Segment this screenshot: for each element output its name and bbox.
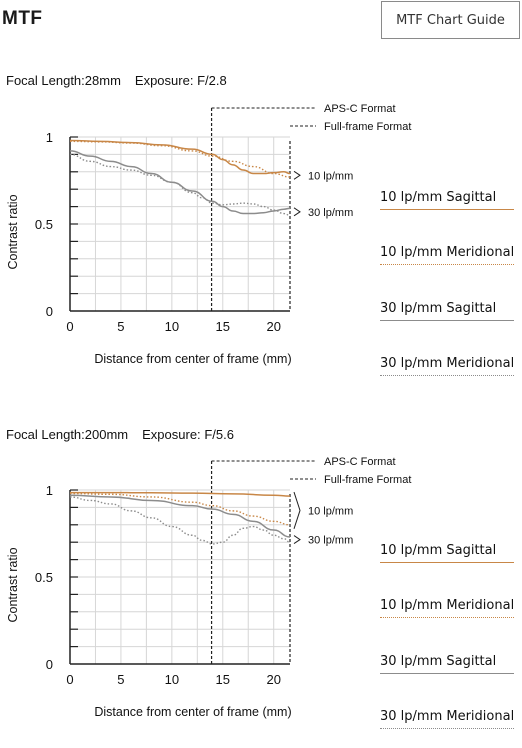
legend-item-30-meridional: 30 lp/mm Meridional: [380, 352, 514, 376]
legend-label: 30 lp/mm Meridional: [380, 709, 515, 724]
x-axis-label: Distance from center of frame (mm): [94, 352, 291, 366]
legend-item-10-sagittal: 10 lp/mm Sagittal: [380, 186, 514, 210]
full-frame-label: Full-frame Format: [324, 121, 411, 133]
focal-length-label: Focal Length:: [6, 73, 85, 88]
exposure-value: F/5.6: [204, 427, 234, 442]
chart-1-info: Focal Length:28mm Exposure: F/2.8: [6, 73, 227, 88]
bracket-10lpmm-label: 10 lp/mm: [308, 170, 353, 182]
legend-label: 30 lp/mm Sagittal: [380, 654, 497, 669]
exposure-label: Exposure:: [142, 427, 201, 442]
legend-item-10-meridional: 10 lp/mm Meridional: [380, 241, 514, 265]
y-tick-label: 1: [46, 483, 53, 498]
bracket-30lpmm-label: 30 lp/mm: [308, 535, 353, 547]
x-tick-label: 20: [266, 672, 280, 687]
bracket-30lpmm-bracket: [293, 207, 301, 217]
series-line-10-lp-mm-meridional: [69, 492, 291, 526]
series-line-10-lp-mm-sagittal: [69, 139, 291, 175]
legend-item-10-sagittal: 10 lp/mm Sagittal: [380, 539, 514, 563]
legend-swatch: [380, 673, 514, 674]
x-tick-label: 10: [165, 319, 179, 334]
legend-swatch: [380, 617, 514, 618]
aps-c-label: APS-C Format: [324, 103, 396, 115]
legend-label: 10 lp/mm Meridional: [380, 245, 515, 260]
focal-length-value: 28mm: [84, 73, 121, 88]
chart-2-info: Focal Length:200mm Exposure: F/5.6: [6, 427, 234, 442]
x-tick-label: 10: [165, 672, 179, 687]
x-tick-label: 5: [117, 319, 124, 334]
legend-swatch: [380, 264, 514, 265]
bracket-10lpmm-bracket: [293, 491, 301, 529]
x-tick-label: 15: [216, 672, 230, 687]
mtf-chart-28mm: 0 5 10 15 20 0 0.5 1 Distance from center of fra…: [6, 103, 411, 366]
full-frame-label: Full-frame Format: [324, 474, 411, 486]
focal-length-label: Focal Length:: [6, 427, 85, 442]
legend-swatch: [380, 562, 514, 563]
page-title: MTF: [2, 8, 43, 29]
x-tick-label: 20: [266, 319, 280, 334]
bracket-30lpmm-bracket: [293, 535, 301, 545]
series-line-30-lp-mm-meridional: [69, 153, 291, 216]
x-tick-label: 0: [66, 672, 73, 687]
x-axis-label: Distance from center of frame (mm): [94, 705, 291, 719]
y-tick-label: 0: [46, 657, 53, 672]
legend-label: 10 lp/mm Sagittal: [380, 190, 497, 205]
legend-swatch: [380, 728, 514, 729]
mtf-chart-guide-button[interactable]: MTF Chart Guide: [381, 1, 520, 39]
x-tick-label: 0: [66, 319, 73, 334]
series-line-10-lp-mm-sagittal: [70, 491, 291, 497]
legend-label: 10 lp/mm Meridional: [380, 598, 515, 613]
exposure-label: Exposure:: [134, 73, 194, 88]
legend-label: 30 lp/mm Sagittal: [380, 301, 497, 316]
legend-item-10-meridional: 10 lp/mm Meridional: [380, 594, 514, 618]
series-line-30-lp-mm-sagittal: [69, 150, 291, 215]
bracket-10lpmm-label: 10 lp/mm: [308, 505, 353, 517]
focal-length-value: 200mm: [84, 427, 129, 442]
legend-label: 10 lp/mm Sagittal: [380, 543, 497, 558]
x-tick-label: 5: [117, 672, 124, 687]
legend-swatch: [380, 320, 514, 321]
legend-item-30-sagittal: 30 lp/mm Sagittal: [380, 650, 514, 674]
legend-swatch: [380, 209, 514, 210]
legend-item-30-meridional: 30 lp/mm Meridional: [380, 705, 514, 729]
series-line-30-lp-mm-sagittal: [69, 494, 291, 538]
y-tick-label: 1: [46, 130, 53, 145]
mtf-chart-200mm: 0 5 10 15 20 0 0.5 1 Distance from center of fra…: [6, 456, 411, 719]
y-tick-label: 0: [46, 304, 53, 319]
y-axis-label: Contrast ratio: [6, 547, 20, 622]
bracket-30lpmm-label: 30 lp/mm: [308, 207, 353, 219]
x-tick-label: 15: [216, 319, 230, 334]
y-axis-label: Contrast ratio: [6, 194, 20, 269]
series-line-30-lp-mm-meridional: [69, 496, 291, 545]
legend-item-30-sagittal: 30 lp/mm Sagittal: [380, 297, 514, 321]
legend-swatch: [380, 375, 514, 376]
exposure-value: F/2.8: [197, 73, 227, 88]
bracket-10lpmm-bracket: [293, 170, 301, 180]
y-tick-label: 0.5: [35, 217, 53, 232]
series-line-10-lp-mm-meridional: [69, 140, 291, 178]
y-tick-label: 0.5: [35, 570, 53, 585]
legend-label: 30 lp/mm Meridional: [380, 356, 515, 371]
aps-c-label: APS-C Format: [324, 456, 396, 468]
